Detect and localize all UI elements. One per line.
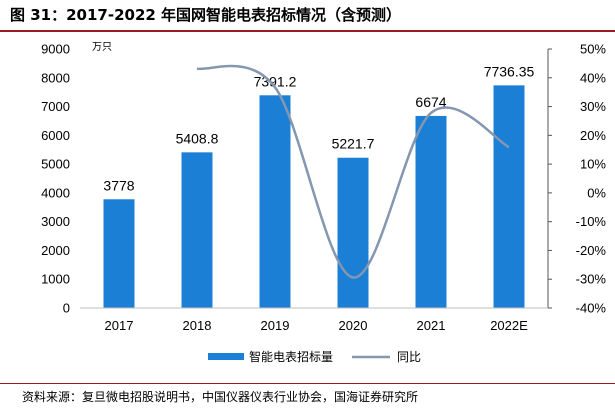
yoy-line: [196, 64, 510, 279]
legend: 智能电表招标量 同比: [208, 349, 421, 364]
unit-label: 万只: [92, 42, 112, 53]
bar: [103, 199, 135, 308]
right-axis-tick-label: 0%: [587, 185, 606, 200]
left-axis-tick-label: 9000: [41, 42, 70, 57]
title-bar: 图 31：2017-2022 年国网智能电表招标情况（含预测）: [0, 0, 615, 32]
left-axis-tick-label: 1000: [41, 272, 70, 287]
left-axis-tick-label: 0: [63, 301, 70, 316]
x-axis: 2017 2018 2019 2020 2021 2022E: [80, 307, 548, 333]
left-axis-tick-label: 3000: [41, 214, 70, 229]
plot-area: 0 1000 2000 3000 4000 5000 6000 7000 8000 9000 -4…: [41, 42, 606, 334]
left-axis: 0 1000 2000 3000 4000 5000 6000 7000 8000 9000: [41, 42, 70, 316]
bar-value-label: 6674: [415, 94, 446, 110]
x-axis-tick-label: 2018: [183, 318, 212, 333]
title-divider: [0, 30, 615, 32]
yoy-line-group: [196, 64, 510, 279]
source-note: 资料来源：复旦微电招股说明书，中国仪器仪表行业协会，国海证券研究所: [22, 390, 419, 404]
right-axis-tick-label: -30%: [576, 272, 607, 287]
legend-bar-label: 智能电表招标量: [249, 349, 333, 364]
chart: 0 1000 2000 3000 4000 5000 6000 7000 8000 9000 -4…: [41, 42, 606, 365]
bar-value-label: 3778: [103, 177, 134, 193]
right-axis: -40% -30% -20% -10% 0% 10% 20% 30% 40% 50%: [547, 42, 607, 316]
x-axis-tick-label: 2022E: [490, 318, 528, 333]
x-axis-tick-label: 2019: [261, 318, 290, 333]
legend-line-label: 同比: [397, 350, 421, 364]
bar: [259, 95, 291, 308]
legend-bar-swatch: [208, 353, 244, 360]
left-axis-tick-label: 8000: [41, 70, 70, 85]
bar-value-label: 7736.35: [484, 63, 535, 79]
left-axis-tick-label: 7000: [41, 99, 70, 114]
chart-title: 图 31：2017-2022 年国网智能电表招标情况（含预测）: [10, 6, 402, 24]
right-axis-tick-label: 50%: [580, 42, 606, 57]
bar-value-label: 5221.7: [332, 136, 375, 152]
x-axis-tick-label: 2021: [417, 318, 446, 333]
right-axis-tick-label: -10%: [576, 214, 607, 229]
bar: [415, 115, 447, 309]
x-axis-tick-label: 2017: [105, 318, 134, 333]
right-axis-tick-label: 10%: [580, 157, 606, 172]
bar: [493, 85, 525, 308]
left-axis-tick-label: 6000: [41, 128, 70, 143]
bars: [103, 85, 525, 309]
right-axis-tick-label: 20%: [580, 128, 606, 143]
left-axis-tick-label: 5000: [41, 157, 70, 172]
left-axis-tick-label: 2000: [41, 243, 70, 258]
x-axis-tick-label: 2020: [339, 318, 368, 333]
right-axis-tick-label: 30%: [580, 99, 606, 114]
bar-value-label: 5408.8: [176, 130, 219, 146]
right-axis-tick-label: -40%: [576, 301, 607, 316]
left-axis-tick-label: 4000: [41, 185, 70, 200]
bar: [337, 157, 369, 308]
footer-divider: [0, 383, 615, 384]
right-axis-tick-label: 40%: [580, 70, 606, 85]
right-axis-tick-label: -20%: [576, 243, 607, 258]
bar: [181, 152, 213, 308]
